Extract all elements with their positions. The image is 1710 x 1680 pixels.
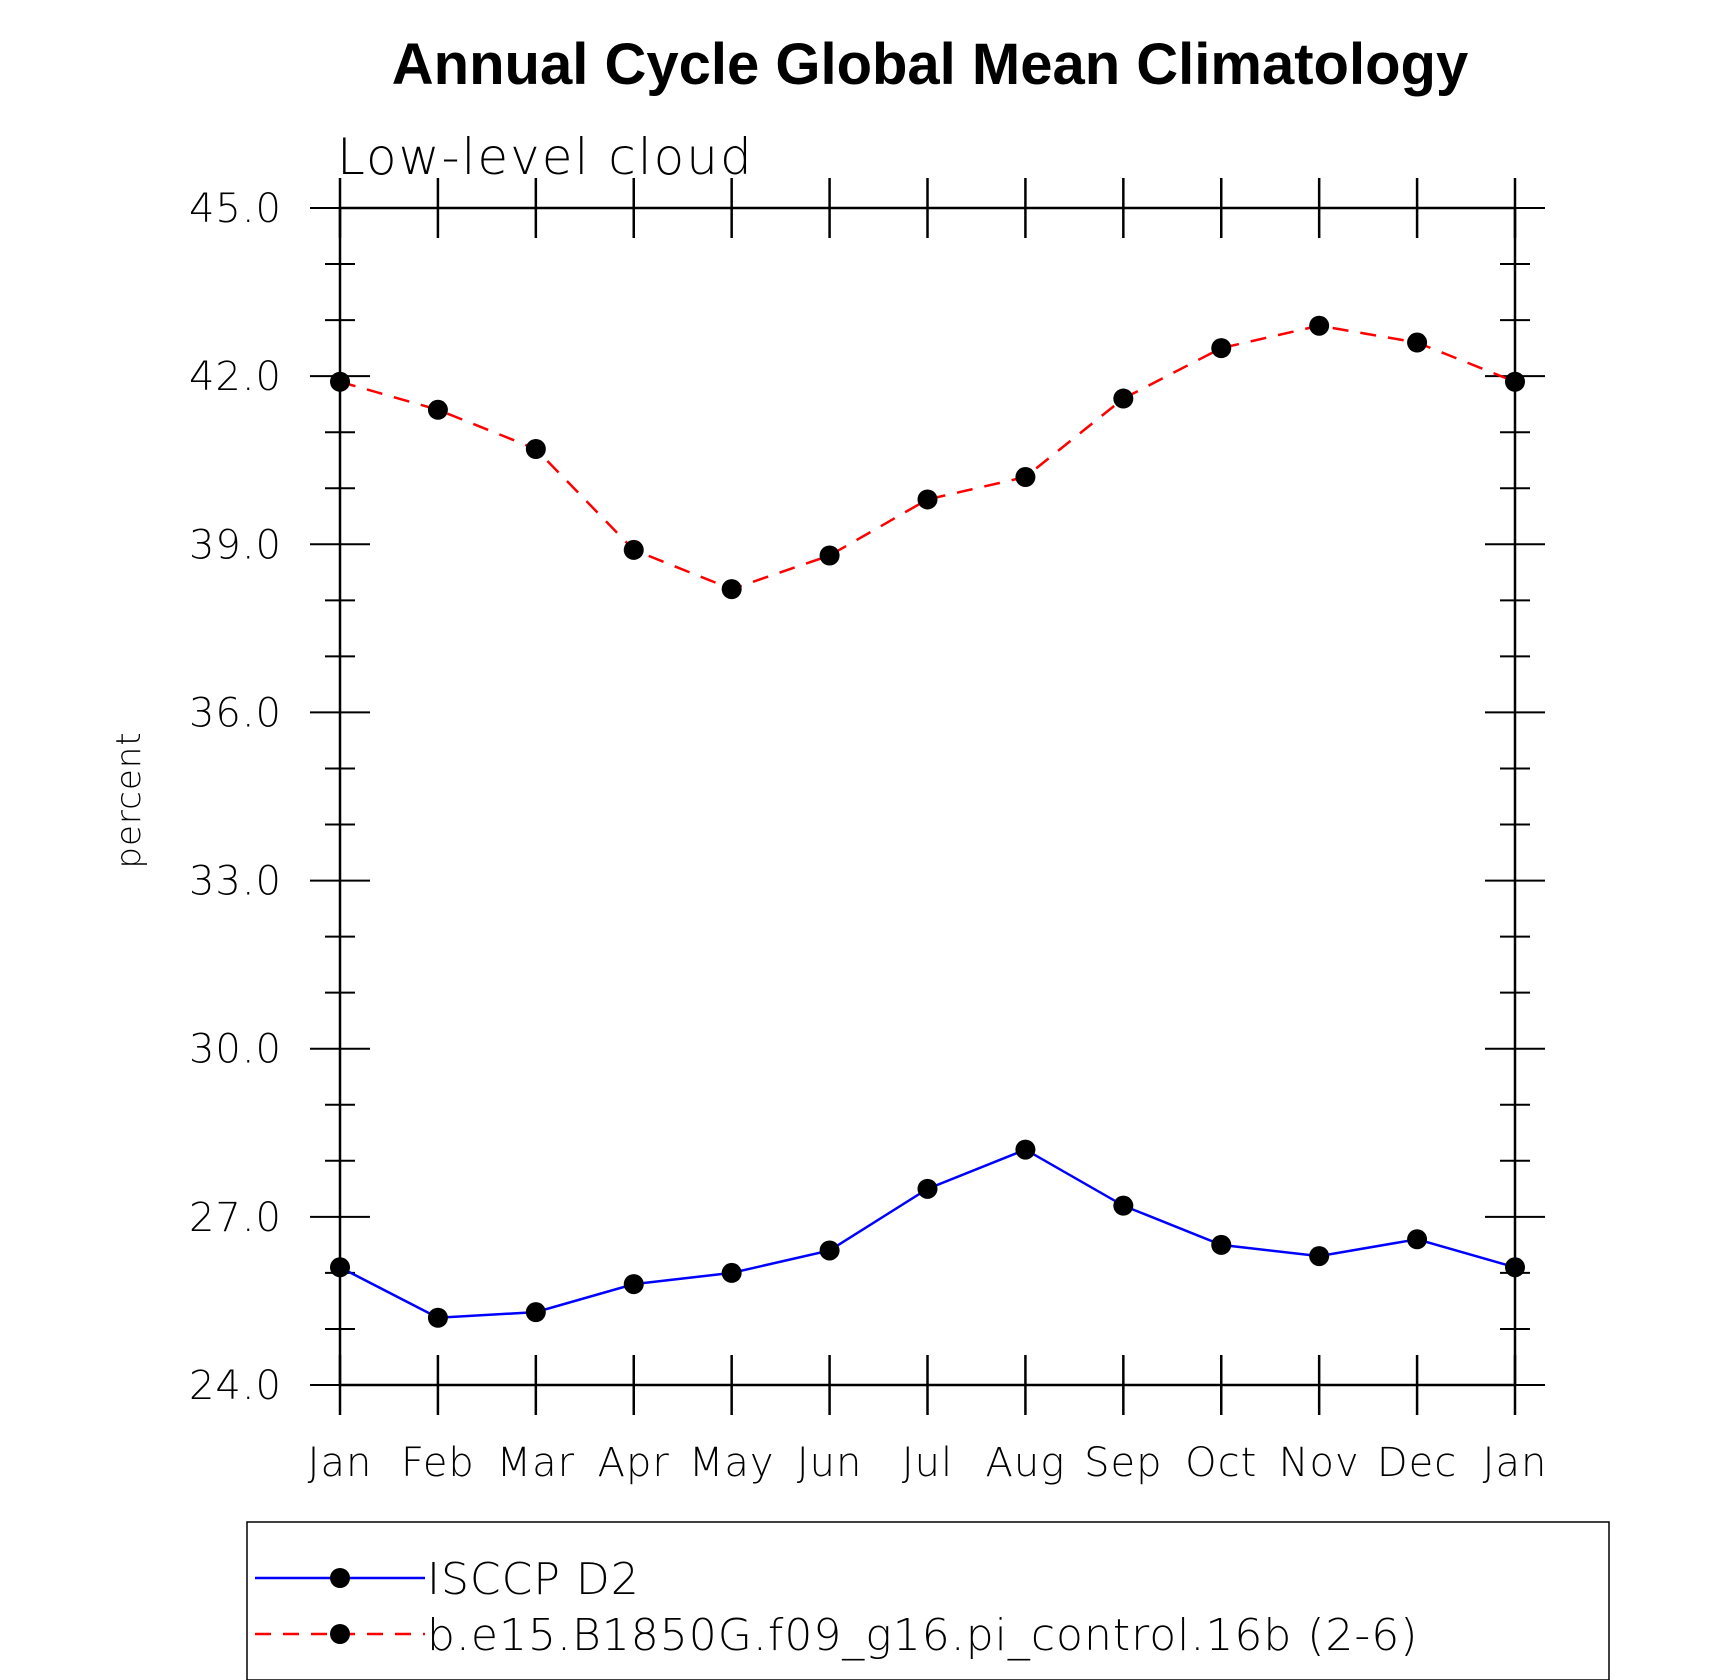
data-point <box>525 1302 546 1323</box>
data-point <box>1015 1139 1036 1160</box>
y-tick-label: 36.0 <box>189 690 282 736</box>
legend-label: b.e15.B1850G.f09_g16.pi_control.16b (2-6… <box>427 1610 1418 1661</box>
legend-box <box>246 1521 1610 1680</box>
x-tick-label: Jun <box>797 1440 863 1486</box>
data-point <box>819 1240 840 1261</box>
x-tick-label: Nov <box>1279 1440 1360 1486</box>
data-point <box>721 579 742 600</box>
data-point <box>1407 332 1428 353</box>
data-point <box>917 489 938 510</box>
x-tick-label: Mar <box>497 1440 575 1486</box>
series-line <box>339 1148 1516 1320</box>
data-point <box>1211 338 1232 359</box>
axis-ticks <box>310 178 1545 1415</box>
data-point <box>330 371 350 392</box>
chart-title: Annual Cycle Global Mean Climatology <box>392 32 1468 97</box>
series-layer <box>330 315 1525 1328</box>
data-point <box>1309 1246 1330 1267</box>
chart-subtitle: Low-level cloud <box>337 128 754 186</box>
x-tick-label: Jan <box>1483 1440 1548 1486</box>
data-point <box>1309 315 1330 336</box>
y-tick-label: 42.0 <box>189 354 282 400</box>
data-point <box>1407 1229 1428 1250</box>
y-tick-label: 33.0 <box>189 859 282 905</box>
y-tick-label: 45.0 <box>189 186 282 232</box>
data-point <box>1505 371 1525 392</box>
data-point <box>819 545 840 566</box>
y-tick-label: 30.0 <box>189 1027 282 1073</box>
data-point <box>427 1307 448 1328</box>
x-tick-label: Aug <box>986 1440 1066 1486</box>
series-line <box>339 324 1516 591</box>
data-point <box>1211 1234 1232 1255</box>
data-point <box>721 1262 742 1283</box>
y-axis-label: percent <box>109 731 149 868</box>
data-point <box>1505 1257 1525 1278</box>
data-point <box>330 1257 350 1278</box>
data-point <box>917 1178 938 1199</box>
data-point <box>1113 388 1134 409</box>
data-point <box>623 1274 644 1295</box>
y-tick-label: 24.0 <box>189 1363 282 1409</box>
legend-label: ISCCP D2 <box>427 1554 640 1605</box>
y-tick-label: 27.0 <box>189 1195 282 1241</box>
x-tick-label: Sep <box>1084 1440 1162 1486</box>
data-point <box>1015 467 1036 488</box>
data-point <box>1113 1195 1134 1216</box>
data-point <box>525 439 546 460</box>
plot-frame <box>338 206 1517 1387</box>
y-tick-labels: 24.0 27.0 30.0 33.0 36.0 39.0 42.0 45.0 <box>189 186 282 1409</box>
data-point <box>427 399 448 420</box>
x-tick-label: Apr <box>598 1440 670 1486</box>
data-point <box>623 539 644 560</box>
x-tick-label: Oct <box>1185 1440 1257 1486</box>
x-tick-label: Jan <box>308 1440 373 1486</box>
y-tick-label: 39.0 <box>189 522 282 568</box>
legend: ISCCP D2b.e15.B1850G.f09_g16.pi_control.… <box>246 1521 1610 1680</box>
x-tick-label: Feb <box>401 1440 475 1486</box>
x-tick-labels: Jan Feb Mar Apr May Jun Jul Aug Sep Oct Nov Dec Jan <box>308 1440 1548 1486</box>
x-tick-label: Dec <box>1377 1440 1457 1486</box>
legend-swatch-marker <box>330 1624 350 1644</box>
x-tick-label: Jul <box>902 1440 953 1486</box>
x-tick-label: May <box>689 1440 775 1486</box>
legend-swatch-marker <box>330 1568 350 1588</box>
